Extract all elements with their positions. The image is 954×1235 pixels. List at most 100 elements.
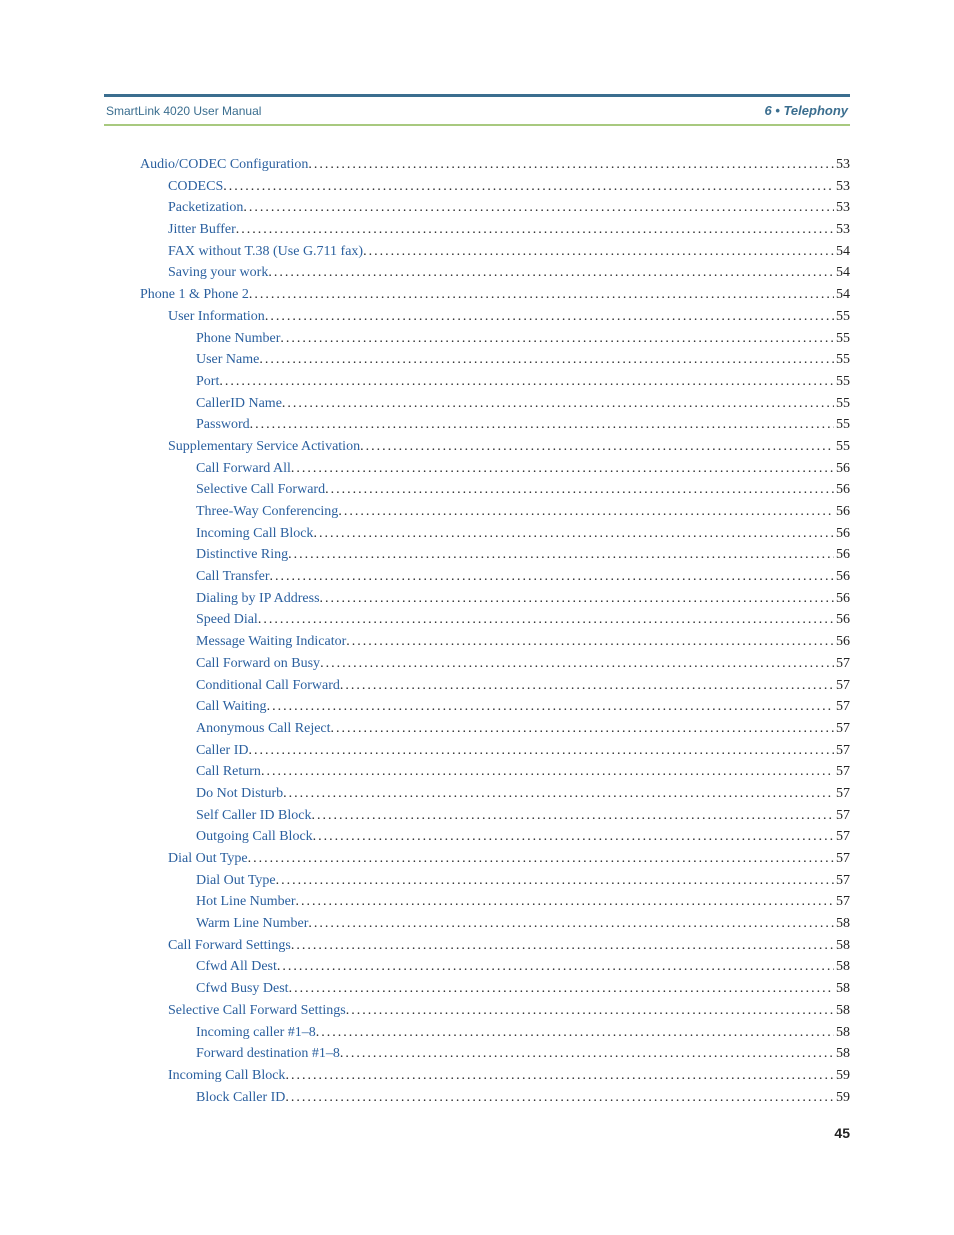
toc-leader-dots	[277, 956, 834, 978]
toc-entry-label: Port	[196, 371, 219, 393]
toc-entry[interactable]: Incoming Call Block59	[168, 1065, 850, 1087]
toc-leader-dots	[340, 1043, 834, 1065]
table-of-contents: Audio/CODEC Configuration53CODECS53Packe…	[104, 154, 850, 1108]
toc-entry[interactable]: Anonymous Call Reject57	[196, 718, 850, 740]
toc-entry-page: 53	[834, 176, 850, 198]
toc-entry[interactable]: Call Return57	[196, 761, 850, 783]
toc-entry[interactable]: Dial Out Type57	[168, 848, 850, 870]
toc-entry[interactable]: Three-Way Conferencing56	[196, 501, 850, 523]
toc-entry[interactable]: Phone Number 55	[196, 328, 850, 350]
toc-entry[interactable]: Speed Dial56	[196, 609, 850, 631]
toc-entry[interactable]: Phone 1 & Phone 2 54	[140, 284, 850, 306]
toc-entry[interactable]: Selective Call Forward56	[196, 479, 850, 501]
toc-entry[interactable]: Dialing by IP Address56	[196, 588, 850, 610]
toc-entry-label: Three-Way Conferencing	[196, 501, 338, 523]
toc-entry[interactable]: Dial Out Type57	[196, 870, 850, 892]
toc-entry[interactable]: Call Waiting 57	[196, 696, 850, 718]
toc-entry[interactable]: FAX without T.38 (Use G.711 fax)54	[168, 241, 850, 263]
toc-entry[interactable]: Caller ID 57	[196, 740, 850, 762]
toc-entry-page: 59	[834, 1087, 850, 1109]
toc-entry-label: Password	[196, 414, 250, 436]
toc-leader-dots	[308, 154, 834, 176]
toc-entry[interactable]: Self Caller ID Block57	[196, 805, 850, 827]
toc-entry[interactable]: Call Forward Settings 58	[168, 935, 850, 957]
toc-entry[interactable]: Hot Line Number 57	[196, 891, 850, 913]
toc-entry[interactable]: Forward destination #1–858	[196, 1043, 850, 1065]
toc-leader-dots	[313, 826, 834, 848]
toc-entry-label: Phone Number	[196, 328, 280, 350]
toc-entry-label: Warm Line Number	[196, 913, 308, 935]
toc-entry[interactable]: Selective Call Forward Settings58	[168, 1000, 850, 1022]
toc-leader-dots	[248, 848, 834, 870]
toc-leader-dots	[219, 371, 834, 393]
toc-entry[interactable]: Conditional Call Forward 57	[196, 675, 850, 697]
toc-entry-page: 56	[834, 588, 850, 610]
toc-leader-dots	[346, 1000, 834, 1022]
toc-entry[interactable]: Distinctive Ring56	[196, 544, 850, 566]
chapter-title: 6 • Telephony	[764, 103, 848, 118]
toc-entry[interactable]: CallerID Name55	[196, 393, 850, 415]
toc-entry-label: Selective Call Forward Settings	[168, 1000, 346, 1022]
toc-entry-page: 57	[834, 675, 850, 697]
toc-entry-page: 54	[834, 284, 850, 306]
toc-entry-page: 55	[834, 436, 850, 458]
toc-entry[interactable]: CODECS53	[168, 176, 850, 198]
toc-leader-dots	[261, 761, 834, 783]
toc-entry-label: Selective Call Forward	[196, 479, 325, 501]
toc-entry[interactable]: Supplementary Service Activation 55	[168, 436, 850, 458]
toc-entry[interactable]: Call Forward All56	[196, 458, 850, 480]
toc-entry-label: Phone 1 & Phone 2	[140, 284, 249, 306]
toc-leader-dots	[360, 436, 834, 458]
page-number: 45	[834, 1125, 850, 1141]
toc-entry-label: Conditional Call Forward	[196, 675, 340, 697]
toc-entry-label: Do Not Disturb	[196, 783, 283, 805]
toc-entry[interactable]: Warm Line Number58	[196, 913, 850, 935]
toc-entry-page: 57	[834, 740, 850, 762]
toc-entry[interactable]: Do Not Disturb 57	[196, 783, 850, 805]
toc-entry-label: Saving your work	[168, 262, 268, 284]
toc-leader-dots	[308, 913, 834, 935]
toc-entry-page: 55	[834, 328, 850, 350]
toc-entry-label: Call Waiting	[196, 696, 267, 718]
toc-entry-page: 57	[834, 891, 850, 913]
toc-entry-label: Hot Line Number	[196, 891, 296, 913]
toc-leader-dots	[296, 891, 834, 913]
toc-entry-label: Dial Out Type	[168, 848, 248, 870]
toc-entry-page: 55	[834, 414, 850, 436]
toc-entry[interactable]: Jitter Buffer53	[168, 219, 850, 241]
toc-leader-dots	[265, 306, 834, 328]
toc-entry[interactable]: Message Waiting Indicator56	[196, 631, 850, 653]
toc-entry-page: 57	[834, 783, 850, 805]
toc-entry[interactable]: Outgoing Call Block57	[196, 826, 850, 848]
header-bar: SmartLink 4020 User Manual 6 • Telephony	[104, 94, 850, 126]
toc-leader-dots	[320, 588, 834, 610]
toc-entry[interactable]: Password 55	[196, 414, 850, 436]
toc-entry[interactable]: User Information55	[168, 306, 850, 328]
toc-entry[interactable]: Packetization53	[168, 197, 850, 219]
toc-entry[interactable]: Port55	[196, 371, 850, 393]
toc-entry-label: Message Waiting Indicator	[196, 631, 346, 653]
toc-entry-page: 57	[834, 696, 850, 718]
toc-entry-label: Call Forward Settings	[168, 935, 291, 957]
toc-entry[interactable]: Cfwd All Dest58	[196, 956, 850, 978]
toc-entry-page: 57	[834, 718, 850, 740]
toc-entry-page: 59	[834, 1065, 850, 1087]
page-container: SmartLink 4020 User Manual 6 • Telephony…	[0, 0, 954, 1235]
toc-entry[interactable]: Cfwd Busy Dest58	[196, 978, 850, 1000]
toc-entry-page: 58	[834, 935, 850, 957]
toc-entry[interactable]: Incoming caller #1–858	[196, 1022, 850, 1044]
toc-entry[interactable]: Call Forward on Busy57	[196, 653, 850, 675]
toc-entry[interactable]: User Name55	[196, 349, 850, 371]
toc-leader-dots	[289, 978, 834, 1000]
toc-entry[interactable]: Block Caller ID59	[196, 1087, 850, 1109]
toc-entry-label: Supplementary Service Activation	[168, 436, 360, 458]
toc-entry[interactable]: Saving your work54	[168, 262, 850, 284]
toc-entry-page: 54	[834, 241, 850, 263]
toc-leader-dots	[291, 935, 834, 957]
toc-entry[interactable]: Audio/CODEC Configuration53	[140, 154, 850, 176]
toc-entry-label: Caller ID	[196, 740, 248, 762]
toc-entry[interactable]: Call Transfer56	[196, 566, 850, 588]
toc-entry[interactable]: Incoming Call Block56	[196, 523, 850, 545]
toc-leader-dots	[285, 1087, 834, 1109]
toc-leader-dots	[268, 262, 834, 284]
